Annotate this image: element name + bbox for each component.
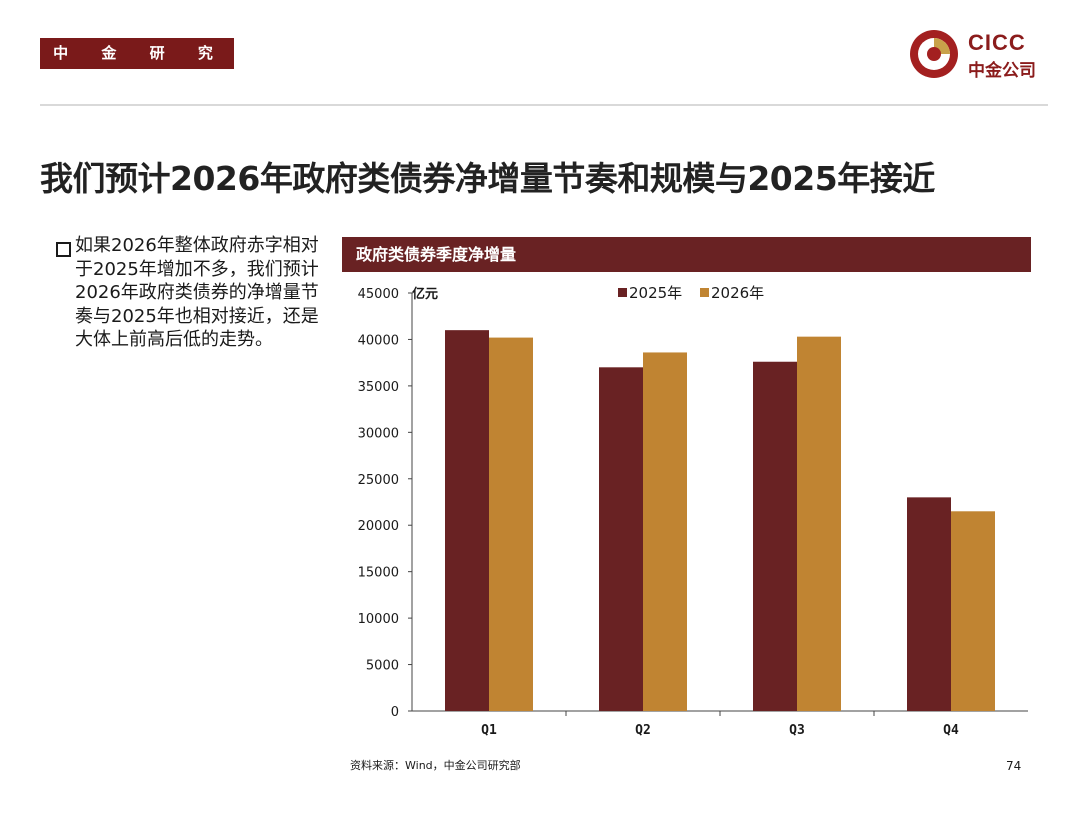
cicc-logo-icon	[910, 30, 958, 78]
y-tick-label: 30000	[358, 426, 399, 441]
header-divider	[40, 104, 1048, 106]
legend-swatch-2026年	[700, 288, 709, 297]
y-tick-label: 20000	[358, 519, 399, 534]
bar-Q3-2026年	[797, 336, 841, 711]
bullet-square-icon	[56, 242, 71, 257]
bar-Q1-2025年	[445, 330, 489, 711]
bullet-text: 如果2026年整体政府赤字相对于2025年增加不多，我们预计2026年政府类债券…	[75, 235, 319, 350]
chart-header: 政府类债券季度净增量	[342, 237, 1031, 272]
y-tick-label: 5000	[366, 659, 399, 674]
y-axis-unit: 亿元	[412, 286, 438, 302]
y-tick-label: 10000	[358, 612, 399, 627]
bar-Q3-2025年	[753, 361, 797, 711]
y-tick-label: 35000	[358, 380, 399, 395]
logo-text-en: CICC	[968, 30, 1026, 55]
bar-chart: 0 5000 10000 15000 20000 25000 30000 35000 40000…	[358, 284, 1028, 738]
legend-label: 2026年	[711, 284, 764, 302]
x-tick-label: Q4	[943, 723, 959, 738]
legend-swatch-2025年	[618, 288, 627, 297]
bar-Q2-2025年	[599, 367, 643, 711]
y-tick-label: 15000	[358, 566, 399, 581]
y-tick-label: 0	[391, 705, 399, 720]
bar-Q4-2025年	[907, 497, 951, 711]
source-note: 资料来源：Wind，中金公司研究部	[350, 759, 521, 772]
bar-Q2-2026年	[643, 352, 687, 711]
logo-text-cn: 中金公司	[968, 61, 1036, 81]
cicc-logo: CICC 中金公司	[908, 28, 1058, 84]
bar-Q4-2026年	[951, 511, 995, 711]
page-title: 我们预计2026年政府类债券净增量节奏和规模与2025年接近	[40, 159, 935, 198]
x-tick-label: Q2	[635, 723, 651, 738]
page-number: 74	[1006, 759, 1022, 773]
legend-label: 2025年	[629, 284, 682, 302]
y-tick-label: 40000	[358, 333, 399, 348]
x-tick-label: Q1	[481, 723, 497, 738]
department-tag: 中 金 研 究 部	[40, 38, 234, 93]
bar-Q1-2026年	[489, 337, 533, 711]
y-tick-label: 45000	[358, 287, 399, 302]
y-tick-label: 25000	[358, 473, 399, 488]
x-tick-label: Q3	[789, 723, 805, 738]
